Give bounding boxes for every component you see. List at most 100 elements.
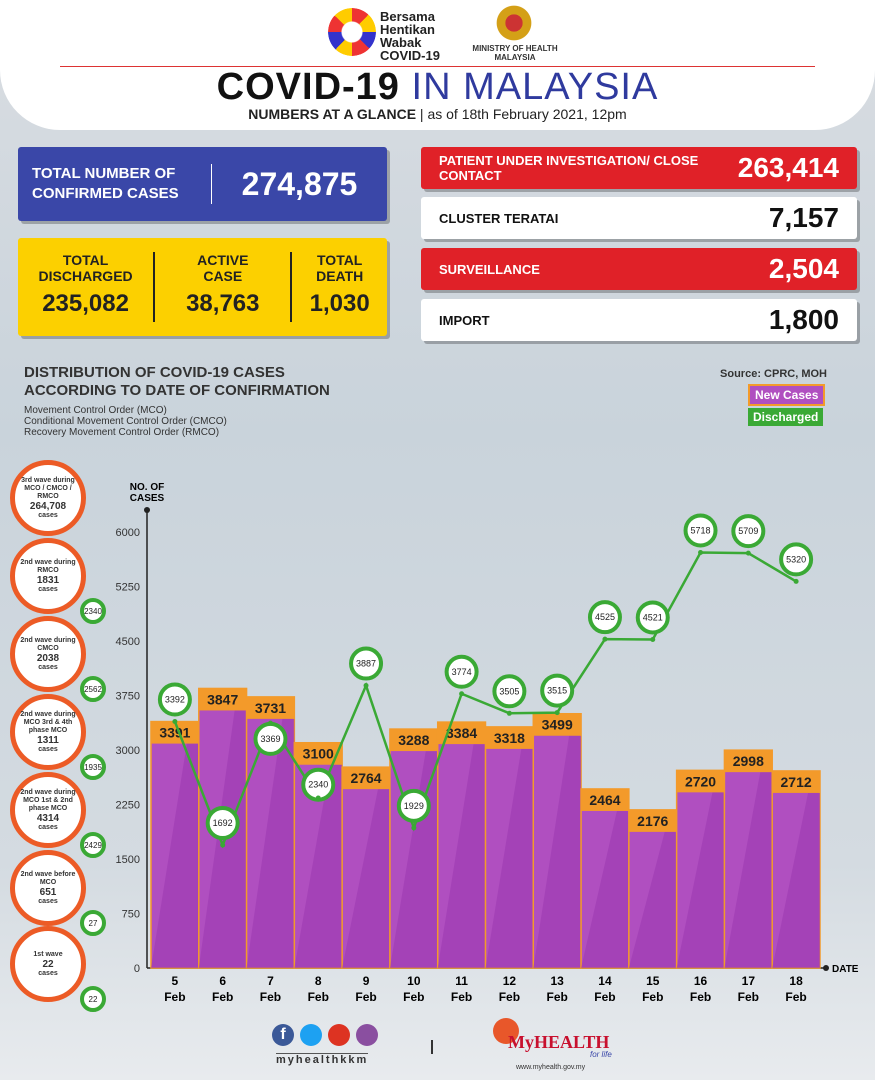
bar-shade xyxy=(676,792,725,968)
wave-description: 2nd wave before MCO xyxy=(20,870,76,886)
discharged-marker xyxy=(731,514,766,549)
ministry-label: MINISTRY OF HEALTH MALAYSIA xyxy=(472,44,558,62)
x-tick-label: Feb xyxy=(642,990,663,1004)
discharged-value-label: 3774 xyxy=(452,667,472,677)
discharged-point xyxy=(267,720,273,726)
twitter-icon[interactable] xyxy=(300,1024,322,1046)
wave-discharged-badge: 1935 xyxy=(80,754,106,780)
x-tick-label: 17 xyxy=(742,974,756,988)
myhealth-brand: MyHEALTH xyxy=(508,1032,610,1052)
x-tick-label: Feb xyxy=(594,990,615,1004)
bar-value-label: 3391 xyxy=(159,725,190,741)
wave-circle: 2nd wave during CMCO 2038 cases xyxy=(10,616,86,692)
x-tick-label: 8 xyxy=(315,974,322,988)
bar-shade xyxy=(294,764,343,968)
source: Source: CPRC, MOH xyxy=(720,368,827,380)
y-tick-label: 0 xyxy=(134,963,140,975)
discharged-value-label: 5718 xyxy=(691,525,711,535)
x-tick-label: 7 xyxy=(267,974,274,988)
abbreviation-notes: Movement Control Order (MCO) Conditional … xyxy=(24,405,227,438)
wave-circle: 3rd wave during MCO / CMCO / RMCO 264,708… xyxy=(10,460,86,536)
bar-value-label: 3100 xyxy=(303,746,334,762)
x-tick-label: 12 xyxy=(503,974,517,988)
bar-shade xyxy=(437,744,486,968)
x-tick-label: Feb xyxy=(785,990,806,1004)
discharged-value-label: 2340 xyxy=(308,780,328,790)
active-stat: ACTIVE CASE 38,763 xyxy=(155,252,293,322)
bar-shade xyxy=(772,792,820,968)
campaign-logo-icon xyxy=(328,8,376,56)
discharged-marker xyxy=(396,788,431,823)
bar-label-box xyxy=(294,742,343,765)
bar-value-label: 3499 xyxy=(542,717,573,733)
bar-label-box xyxy=(198,688,247,711)
discharged-value-label: 3887 xyxy=(356,659,376,669)
bar-shade xyxy=(628,831,677,968)
bar-value-label: 2464 xyxy=(589,792,620,808)
confirmed-value: 274,875 xyxy=(241,165,358,202)
bar-label-box xyxy=(342,767,390,790)
y-tick-label: 4500 xyxy=(116,636,140,648)
wave-count: 1831 xyxy=(36,574,60,586)
x-axis-label: DATE xyxy=(832,964,859,975)
myhealth-url[interactable]: www.myhealth.gov.my xyxy=(516,1064,586,1071)
y-axis-end xyxy=(144,507,150,513)
social-icons: f xyxy=(272,1024,378,1046)
bar-shade xyxy=(342,789,390,968)
discharged-point xyxy=(698,549,704,555)
y-tick-label: 3750 xyxy=(116,691,140,703)
facebook-icon[interactable]: f xyxy=(272,1024,294,1046)
discharged-value-label: 3515 xyxy=(547,686,567,696)
discharged-point xyxy=(363,683,369,689)
bar-shade xyxy=(151,743,199,968)
bar-value-label: 2998 xyxy=(733,753,764,769)
x-tick-label: 14 xyxy=(598,974,612,988)
discharged-value-label: 5320 xyxy=(786,554,806,564)
crest-icon xyxy=(492,5,536,41)
wave-count: 651 xyxy=(39,886,57,898)
total-confirmed-card: TOTAL NUMBER OF CONFIRMED CASES 274,875 xyxy=(18,147,387,221)
bar-value-label: 3288 xyxy=(398,732,429,748)
discharged-value-label: 3392 xyxy=(165,695,185,705)
discharged-point xyxy=(315,795,321,801)
discharged-point xyxy=(745,550,751,556)
wave-unit: cases xyxy=(38,511,58,519)
discharged-point xyxy=(554,710,560,716)
discharged-marker xyxy=(444,654,479,689)
discharged-point xyxy=(220,842,226,848)
discharged-point xyxy=(602,636,608,642)
wave-description: 2nd wave during MCO 1st & 2nd phase MCO xyxy=(20,788,76,812)
legend-discharged: Discharged xyxy=(748,408,824,426)
bar-value-label: 3318 xyxy=(494,730,525,746)
wave-unit: cases xyxy=(38,969,58,977)
instagram-icon[interactable] xyxy=(356,1024,378,1046)
discharged-marker xyxy=(587,600,622,635)
bar-shade xyxy=(724,772,773,968)
x-tick-label: Feb xyxy=(355,990,376,1004)
wave-discharged-badge: 2340 xyxy=(80,598,106,624)
x-tick-label: 5 xyxy=(172,974,179,988)
x-tick-label: Feb xyxy=(499,990,520,1004)
y-axis-label: NO. OF xyxy=(130,482,164,493)
social-handle[interactable]: myhealthkkm xyxy=(276,1053,369,1066)
myhealth-logo-icon xyxy=(493,1018,519,1044)
discharged-value-label: 1929 xyxy=(404,801,424,811)
x-tick-label: 9 xyxy=(363,974,370,988)
bar-label-box xyxy=(724,750,773,773)
bar-label-box xyxy=(151,721,199,744)
discharged-marker xyxy=(492,674,527,709)
divider xyxy=(60,66,815,67)
wave-description: 1st wave xyxy=(33,950,63,958)
discharged-marker xyxy=(205,806,240,841)
youtube-icon[interactable] xyxy=(328,1024,350,1046)
import-card: IMPORT 1,800 xyxy=(421,299,857,341)
discharged-point xyxy=(411,825,417,831)
bar-label-box xyxy=(772,770,820,793)
discharged-marker xyxy=(635,600,670,635)
bar-shade xyxy=(533,735,582,968)
wave-count: 22 xyxy=(42,958,54,970)
bar-label-box xyxy=(581,788,629,811)
discharged-point xyxy=(506,710,512,716)
bar-label-box xyxy=(533,713,582,736)
discharged-point xyxy=(793,578,799,584)
